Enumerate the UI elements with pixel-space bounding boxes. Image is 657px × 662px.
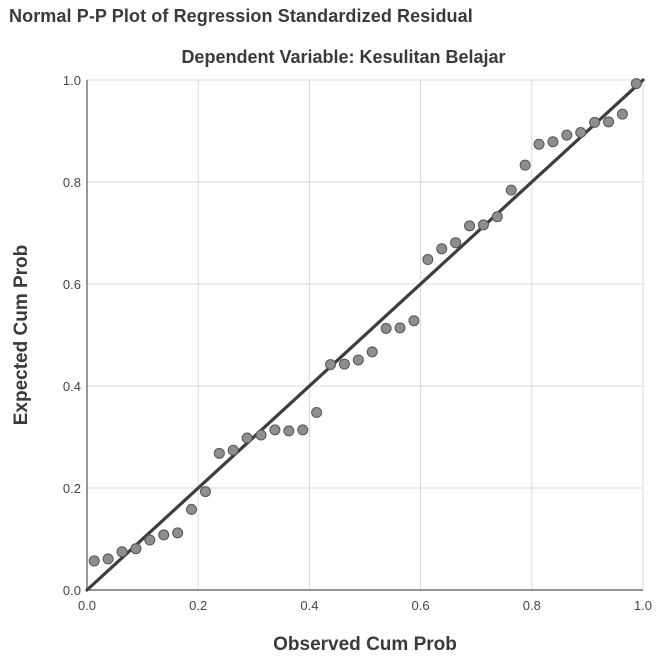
axes bbox=[86, 79, 644, 591]
data-point bbox=[116, 546, 128, 558]
data-point bbox=[505, 184, 517, 196]
x-tick-label: 1.0 bbox=[634, 598, 652, 613]
data-point bbox=[575, 127, 587, 139]
data-point bbox=[158, 529, 170, 541]
data-point bbox=[102, 553, 114, 565]
y-tick-label: 0.8 bbox=[63, 175, 81, 190]
data-point bbox=[338, 358, 350, 370]
data-point bbox=[366, 346, 378, 358]
chart-subtitle: Dependent Variable: Kesulitan Belajar bbox=[181, 47, 506, 67]
tick-labels: 0.0 0.2 0.4 0.6 0.8 1.0 0.0 0.2 0.4 0.6 0.8 1.0 bbox=[63, 73, 652, 613]
y-tick-label: 0.2 bbox=[63, 481, 81, 496]
data-point bbox=[325, 359, 337, 371]
data-point bbox=[547, 136, 559, 148]
data-point bbox=[311, 407, 323, 419]
data-point bbox=[422, 254, 434, 266]
data-point bbox=[616, 108, 628, 120]
data-point bbox=[630, 78, 642, 90]
data-point bbox=[255, 429, 267, 441]
data-point bbox=[491, 211, 503, 223]
data-point bbox=[186, 503, 198, 515]
x-tick-label: 0.8 bbox=[523, 598, 541, 613]
x-axis-title: Observed Cum Prob bbox=[273, 634, 457, 655]
data-point bbox=[172, 527, 184, 539]
data-point bbox=[519, 159, 531, 171]
x-tick-label: 0.0 bbox=[78, 598, 96, 613]
data-point bbox=[589, 116, 601, 128]
data-point bbox=[213, 447, 225, 459]
data-point bbox=[394, 322, 406, 334]
y-tick-label: 0.0 bbox=[63, 583, 81, 598]
data-point bbox=[130, 543, 142, 555]
data-point bbox=[477, 219, 489, 231]
data-point bbox=[380, 322, 392, 334]
reference-line bbox=[85, 78, 645, 592]
chart-title: Normal P-P Plot of Regression Standardiz… bbox=[9, 6, 473, 26]
data-point bbox=[227, 444, 239, 456]
data-points bbox=[88, 78, 642, 567]
data-point bbox=[464, 220, 476, 232]
data-point bbox=[533, 138, 545, 150]
y-axis-title: Expected Cum Prob bbox=[11, 245, 32, 426]
data-point bbox=[352, 354, 364, 366]
data-point bbox=[269, 424, 281, 436]
y-tick-label: 0.4 bbox=[63, 379, 81, 394]
x-tick-label: 0.2 bbox=[189, 598, 207, 613]
reference-line-group bbox=[85, 78, 645, 592]
data-point bbox=[199, 486, 211, 498]
data-point bbox=[297, 424, 309, 436]
y-tick-label: 1.0 bbox=[63, 73, 81, 88]
data-point bbox=[88, 555, 100, 567]
data-point bbox=[603, 116, 615, 128]
data-point bbox=[450, 237, 462, 249]
x-tick-label: 0.4 bbox=[300, 598, 318, 613]
data-point bbox=[144, 534, 156, 546]
data-point bbox=[283, 425, 295, 437]
data-point bbox=[436, 243, 448, 255]
data-point bbox=[561, 129, 573, 141]
x-tick-label: 0.6 bbox=[412, 598, 430, 613]
data-point bbox=[408, 315, 420, 327]
data-point bbox=[241, 432, 253, 444]
y-tick-label: 0.6 bbox=[63, 277, 81, 292]
